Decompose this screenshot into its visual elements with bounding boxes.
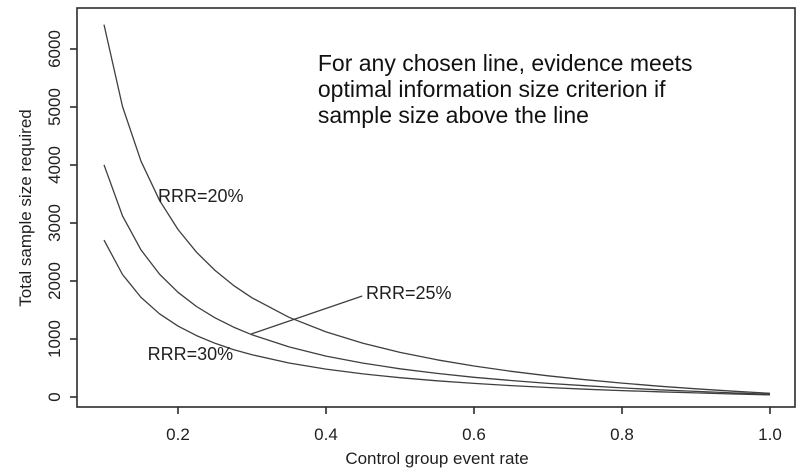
curve-rrr-30- xyxy=(103,239,771,396)
x-tick-label: 0.8 xyxy=(610,425,634,444)
plot-box xyxy=(76,7,796,408)
curves xyxy=(103,24,771,396)
x-tick-label: 1.0 xyxy=(758,425,782,444)
y-axis-title: Total sample size required xyxy=(16,109,35,306)
annotation-line: sample size above the line xyxy=(318,102,589,128)
y-tick-label: 2000 xyxy=(45,262,64,300)
y-tick-label: 0 xyxy=(45,392,64,401)
annotation-line: For any chosen line, evidence meets xyxy=(318,50,693,76)
y-tick-label: 3000 xyxy=(45,204,64,242)
x-axis-ticks: 0.2 0.4 0.6 0.8 1.0 xyxy=(166,407,782,444)
x-axis-title: Control group event rate xyxy=(345,449,528,468)
curve-labels: RRR=20% RRR=25% RRR=30% xyxy=(148,186,452,364)
leader-line xyxy=(251,295,363,335)
y-tick-label: 1000 xyxy=(45,320,64,358)
curve-label-rrr-30-: RRR=30% xyxy=(148,344,234,364)
curve-rrr-20- xyxy=(103,24,771,394)
x-tick-label: 0.6 xyxy=(462,425,486,444)
annotation-text: For any chosen line, evidence meetsoptim… xyxy=(318,50,693,128)
x-tick-label: 0.2 xyxy=(166,425,190,444)
curve-rrr-25- xyxy=(103,164,771,395)
curve-label-rrr-25-: RRR=25% xyxy=(366,283,452,303)
y-tick-label: 5000 xyxy=(45,88,64,126)
y-axis-ticks: 0 1000 2000 3000 4000 5000 6000 xyxy=(45,30,77,402)
y-tick-label: 6000 xyxy=(45,30,64,68)
curve-label-rrr-20-: RRR=20% xyxy=(158,186,244,206)
y-tick-label: 4000 xyxy=(45,146,64,184)
annotation-line: optimal information size criterion if xyxy=(318,76,666,102)
x-tick-label: 0.4 xyxy=(314,425,338,444)
